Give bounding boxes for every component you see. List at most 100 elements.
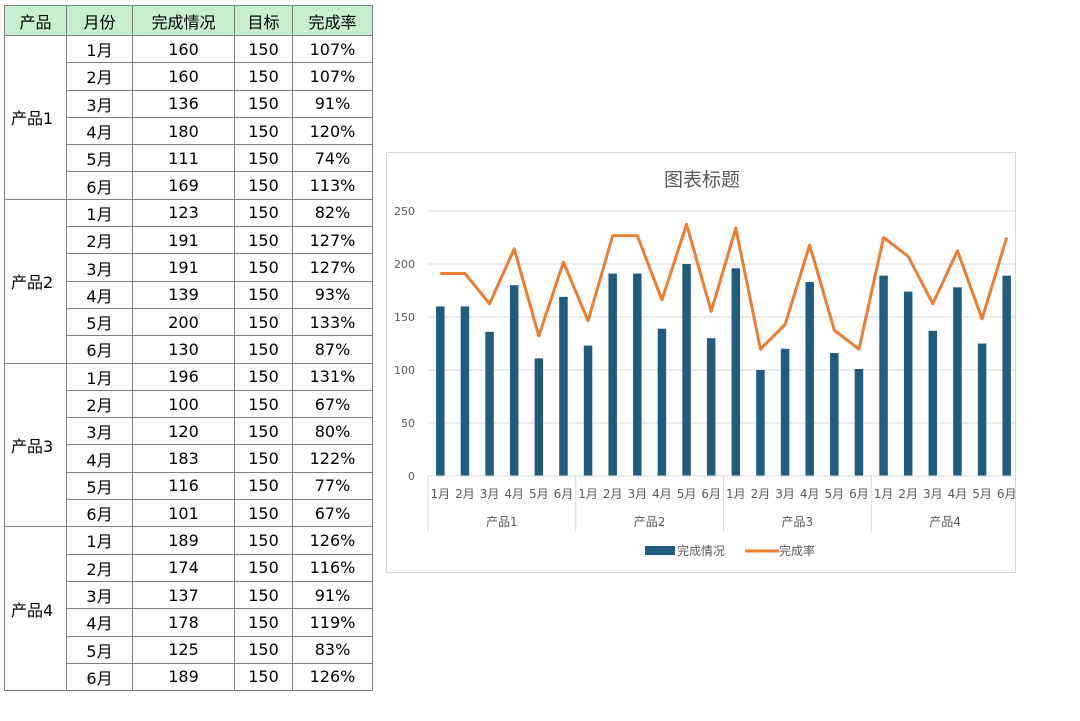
target-cell[interactable]: 150 xyxy=(234,389,293,419)
header-completion-rate[interactable]: 完成率 xyxy=(292,5,373,36)
month-cell[interactable]: 3月 xyxy=(66,417,133,446)
month-cell[interactable]: 2月 xyxy=(66,62,133,91)
month-cell[interactable]: 6月 xyxy=(66,171,133,200)
target-cell[interactable]: 150 xyxy=(234,144,293,173)
rate-cell[interactable]: 107% xyxy=(292,34,373,64)
completion-cell[interactable]: 160 xyxy=(132,62,235,91)
product-cell[interactable]: 产品3 xyxy=(4,362,67,528)
product-cell[interactable]: 产品2 xyxy=(4,198,67,364)
target-cell[interactable]: 150 xyxy=(234,580,293,610)
target-cell[interactable]: 150 xyxy=(234,116,293,146)
rate-cell[interactable]: 107% xyxy=(292,62,373,91)
completion-cell[interactable]: 169 xyxy=(132,171,235,200)
target-cell[interactable]: 150 xyxy=(234,362,293,391)
month-cell[interactable]: 1月 xyxy=(66,198,133,228)
target-cell[interactable]: 150 xyxy=(234,635,293,664)
completion-cell[interactable]: 123 xyxy=(132,198,235,228)
rate-cell[interactable]: 126% xyxy=(292,526,373,555)
month-cell[interactable]: 3月 xyxy=(66,89,133,118)
month-cell[interactable]: 1月 xyxy=(66,526,133,555)
target-cell[interactable]: 150 xyxy=(234,253,293,282)
rate-cell[interactable]: 127% xyxy=(292,226,373,255)
rate-cell[interactable]: 127% xyxy=(292,253,373,282)
completion-cell[interactable]: 111 xyxy=(132,144,235,173)
target-cell[interactable]: 150 xyxy=(234,335,293,364)
rate-cell[interactable]: 83% xyxy=(292,635,373,664)
product-cell[interactable]: 产品1 xyxy=(4,35,67,200)
completion-cell[interactable]: 200 xyxy=(132,307,235,337)
month-cell[interactable]: 4月 xyxy=(66,608,133,637)
rate-cell[interactable]: 113% xyxy=(292,171,373,200)
header-target[interactable]: 目标 xyxy=(234,5,293,36)
rate-cell[interactable]: 116% xyxy=(292,553,373,582)
month-cell[interactable]: 2月 xyxy=(66,553,133,582)
rate-cell[interactable]: 122% xyxy=(292,444,373,473)
target-cell[interactable]: 150 xyxy=(234,417,293,446)
month-cell[interactable]: 4月 xyxy=(66,116,133,146)
month-cell[interactable]: 6月 xyxy=(66,662,133,692)
rate-cell[interactable]: 80% xyxy=(292,417,373,446)
month-cell[interactable]: 5月 xyxy=(66,635,133,664)
completion-cell[interactable]: 191 xyxy=(132,253,235,282)
month-cell[interactable]: 5月 xyxy=(66,307,133,337)
completion-cell[interactable]: 120 xyxy=(132,417,235,446)
completion-cell[interactable]: 174 xyxy=(132,553,235,582)
target-cell[interactable]: 150 xyxy=(234,553,293,582)
month-cell[interactable]: 4月 xyxy=(66,444,133,473)
target-cell[interactable]: 150 xyxy=(234,280,293,309)
completion-cell[interactable]: 139 xyxy=(132,280,235,309)
month-cell[interactable]: 6月 xyxy=(66,499,133,528)
rate-cell[interactable]: 93% xyxy=(292,280,373,309)
header-completion[interactable]: 完成情况 xyxy=(132,5,235,36)
completion-cell[interactable]: 116 xyxy=(132,471,235,501)
month-cell[interactable]: 3月 xyxy=(66,580,133,610)
rate-cell[interactable]: 67% xyxy=(292,389,373,419)
month-cell[interactable]: 1月 xyxy=(66,34,133,64)
target-cell[interactable]: 150 xyxy=(234,444,293,473)
month-cell[interactable]: 5月 xyxy=(66,144,133,173)
completion-cell[interactable]: 178 xyxy=(132,608,235,637)
completion-cell[interactable]: 189 xyxy=(132,526,235,555)
rate-cell[interactable]: 126% xyxy=(292,662,373,692)
product-cell[interactable]: 产品4 xyxy=(4,526,67,692)
rate-cell[interactable]: 133% xyxy=(292,307,373,337)
rate-cell[interactable]: 91% xyxy=(292,580,373,610)
month-cell[interactable]: 3月 xyxy=(66,253,133,282)
completion-cell[interactable]: 101 xyxy=(132,499,235,528)
completion-cell[interactable]: 191 xyxy=(132,226,235,255)
rate-cell[interactable]: 67% xyxy=(292,499,373,528)
target-cell[interactable]: 150 xyxy=(234,89,293,118)
month-cell[interactable]: 2月 xyxy=(66,226,133,255)
completion-cell[interactable]: 137 xyxy=(132,580,235,610)
target-cell[interactable]: 150 xyxy=(234,198,293,228)
rate-cell[interactable]: 87% xyxy=(292,335,373,364)
completion-cell[interactable]: 125 xyxy=(132,635,235,664)
month-cell[interactable]: 5月 xyxy=(66,471,133,501)
completion-cell[interactable]: 180 xyxy=(132,116,235,146)
target-cell[interactable]: 150 xyxy=(234,62,293,91)
rate-cell[interactable]: 119% xyxy=(292,608,373,637)
month-cell[interactable]: 1月 xyxy=(66,362,133,391)
completion-cell[interactable]: 189 xyxy=(132,662,235,692)
month-cell[interactable]: 2月 xyxy=(66,389,133,419)
rate-cell[interactable]: 131% xyxy=(292,362,373,391)
header-month[interactable]: 月份 xyxy=(66,5,133,36)
target-cell[interactable]: 150 xyxy=(234,526,293,555)
target-cell[interactable]: 150 xyxy=(234,662,293,692)
rate-cell[interactable]: 120% xyxy=(292,116,373,146)
chart-area[interactable]: 图表标题 0501001502002500%20%40%60%80%100%12… xyxy=(386,152,1017,573)
target-cell[interactable]: 150 xyxy=(234,471,293,501)
completion-cell[interactable]: 136 xyxy=(132,89,235,118)
target-cell[interactable]: 150 xyxy=(234,499,293,528)
completion-cell[interactable]: 183 xyxy=(132,444,235,473)
completion-cell[interactable]: 130 xyxy=(132,335,235,364)
month-cell[interactable]: 6月 xyxy=(66,335,133,364)
rate-cell[interactable]: 74% xyxy=(292,144,373,173)
target-cell[interactable]: 150 xyxy=(234,307,293,337)
target-cell[interactable]: 150 xyxy=(234,608,293,637)
completion-cell[interactable]: 196 xyxy=(132,362,235,391)
target-cell[interactable]: 150 xyxy=(234,171,293,200)
rate-cell[interactable]: 77% xyxy=(292,471,373,501)
target-cell[interactable]: 150 xyxy=(234,226,293,255)
target-cell[interactable]: 150 xyxy=(234,34,293,64)
